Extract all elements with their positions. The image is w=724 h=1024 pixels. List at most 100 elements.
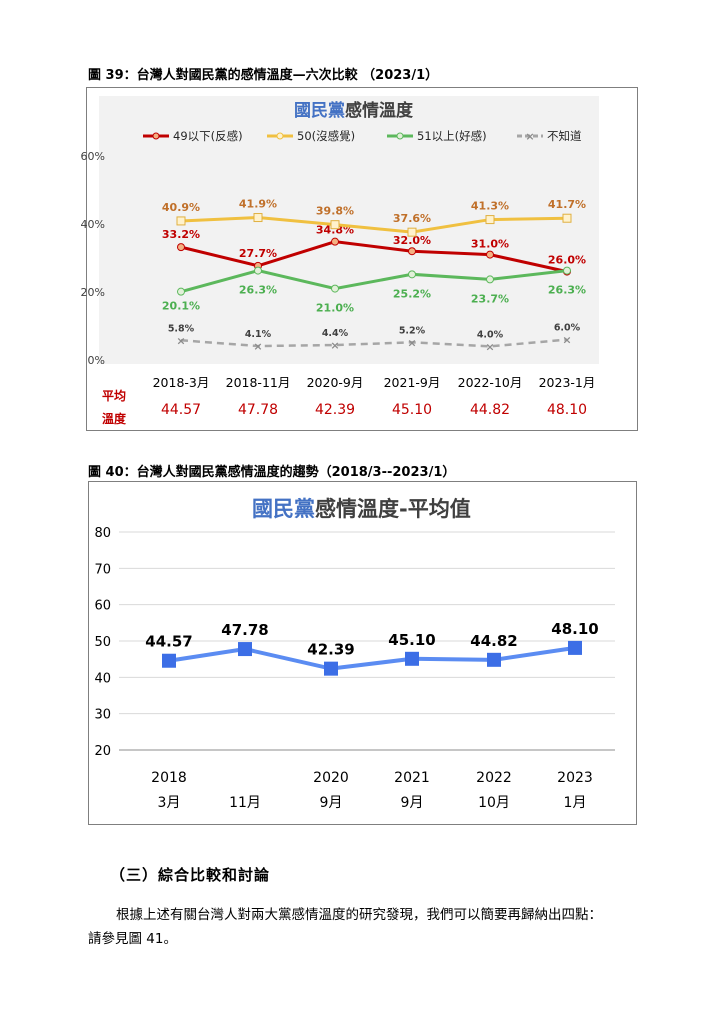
data-label: 26.0% — [548, 254, 586, 267]
x-tick-label: 2018-11月 — [226, 375, 291, 390]
legend-swatch-marker — [276, 132, 284, 140]
chart-40-title-highlight: 國民黨 — [252, 497, 315, 521]
y-axis-ticks: 20 30 40 50 60 70 80 — [94, 526, 111, 759]
figure-39-chart: 國民黨 感情溫度 49以下(反感) 50(沒感覺) 51以上(好感) × 不知道 0% 2… — [81, 87, 638, 431]
average-value: 42.39 — [315, 402, 355, 418]
data-label: 26.3% — [239, 284, 277, 297]
series-line — [168, 645, 576, 671]
data-label: 21.0% — [316, 302, 354, 315]
section-heading: （三）綜合比較和討論 — [110, 866, 271, 884]
chart-39-svg: 國民黨 感情溫度 49以下(反感) 50(沒感覺) 51以上(好感) × 不知道 0% 2… — [81, 100, 596, 426]
legend-label: 49以下(反感) — [173, 129, 243, 143]
legend-label: 50(沒感覺) — [297, 129, 355, 143]
data-point — [177, 287, 185, 296]
data-point — [324, 661, 338, 676]
y-tick-label: 0% — [88, 354, 105, 367]
data-point — [485, 215, 495, 225]
paragraph-line-2: 請參見圖 41。 — [88, 931, 177, 947]
data-point: × — [253, 340, 262, 353]
x-tick-label: 2021-9月 — [384, 375, 441, 390]
data-point — [487, 652, 501, 667]
data-point: × — [407, 336, 416, 349]
x-tick-year: 2023 — [557, 770, 593, 786]
data-label: 5.2% — [399, 325, 426, 336]
average-value: 44.82 — [470, 402, 510, 418]
paragraph-line-1: 根據上述有關台灣人對兩大黨感情溫度的研究發現，我們可以簡要再歸納出四點： — [116, 907, 602, 923]
series-line — [180, 216, 568, 234]
y-tick-label: 20% — [81, 286, 105, 299]
data-point — [238, 642, 252, 657]
x-tick-month: 1月 — [564, 795, 587, 811]
y-tick-label: 70 — [94, 562, 111, 577]
x-axis-ticks: 2018 3月 11月 2020 9月 2021 9月 2022 10月 2023 1月 — [151, 770, 593, 811]
series-group: 44.57 47.78 42.39 45.10 44.82 48.10 — [145, 620, 599, 676]
x-tick-month: 11月 — [229, 795, 261, 811]
data-point: × — [176, 334, 185, 347]
average-value: 45.10 — [392, 402, 432, 418]
data-label: 32.0% — [393, 234, 431, 247]
y-axis-ticks: 0% 20% 40% 60% — [81, 150, 105, 367]
data-point — [177, 243, 185, 252]
data-label: 4.0% — [477, 329, 504, 340]
legend-swatch-marker — [396, 132, 404, 140]
data-point — [253, 213, 263, 223]
x-tick-year: 2021 — [394, 770, 430, 786]
data-point — [486, 250, 494, 259]
average-label-bottom: 溫度 — [102, 411, 127, 426]
y-tick-label: 60 — [94, 599, 111, 614]
series-line — [180, 338, 568, 348]
data-point: × — [330, 339, 339, 352]
data-label: 41.7% — [548, 198, 586, 211]
data-label: 45.10 — [388, 631, 435, 649]
x-tick-year: 2018 — [151, 770, 187, 786]
data-label: 41.9% — [239, 198, 277, 211]
average-value: 44.57 — [161, 402, 201, 418]
data-point — [568, 640, 582, 655]
y-tick-label: 20 — [94, 744, 111, 759]
data-point — [405, 651, 419, 666]
average-value: 48.10 — [547, 402, 587, 418]
data-point — [176, 216, 186, 226]
data-point: × — [562, 334, 571, 347]
data-point: × — [485, 340, 494, 353]
y-tick-label: 40 — [94, 671, 111, 686]
series-line — [180, 269, 568, 294]
data-label: 37.6% — [393, 212, 431, 225]
chart-39-title: 感情溫度 — [345, 100, 414, 121]
data-point — [408, 247, 416, 256]
plot-area-background — [99, 96, 599, 364]
series-line — [180, 240, 568, 274]
x-tick-month: 9月 — [320, 795, 343, 811]
data-point — [330, 220, 340, 230]
figure-40-caption: 圖 40：台灣人對國民黨感情溫度的趨勢（2018/3--2023/1） — [88, 465, 456, 480]
x-tick-month: 9月 — [401, 795, 424, 811]
series-group: 33.2%27.7%34.8%32.0% 31.0%26.0%40.9% 41.9%… — [162, 198, 586, 354]
data-label: 31.0% — [471, 238, 509, 251]
chart-39-title-highlight: 國民黨 — [294, 100, 345, 121]
x-tick-month: 3月 — [158, 795, 181, 811]
legend-label: 51以上(好感) — [417, 129, 487, 143]
y-tick-label: 80 — [94, 526, 111, 541]
data-label: 6.0% — [554, 323, 581, 334]
average-value: 47.78 — [238, 402, 278, 418]
y-tick-label: 60% — [81, 150, 105, 163]
data-point — [486, 275, 494, 284]
figure-40-chart: 國民黨 感情溫度-平均值 20 30 40 50 60 70 80 44.57 47.78 42… — [88, 481, 637, 825]
data-point — [407, 227, 417, 237]
y-tick-label: 50 — [94, 635, 111, 650]
legend-swatch-marker — [152, 132, 160, 140]
data-label: 41.3% — [471, 200, 509, 213]
data-point — [331, 284, 339, 293]
data-point — [562, 213, 572, 223]
average-values: 44.57 47.78 42.39 45.10 44.82 48.10 — [161, 402, 587, 418]
data-label: 48.10 — [551, 620, 598, 638]
x-tick-label: 2023-1月 — [539, 375, 596, 390]
data-label: 33.2% — [162, 228, 200, 241]
x-axis-ticks: 2018-3月 2018-11月 2020-9月 2021-9月 2022-10月 202… — [153, 375, 596, 390]
data-label: 5.8% — [168, 323, 195, 334]
chart-40-title: 感情溫度-平均值 — [315, 497, 471, 521]
x-tick-label: 2020-9月 — [307, 375, 364, 390]
data-label: 40.9% — [162, 201, 200, 214]
data-point — [254, 266, 262, 275]
data-point — [331, 237, 339, 246]
